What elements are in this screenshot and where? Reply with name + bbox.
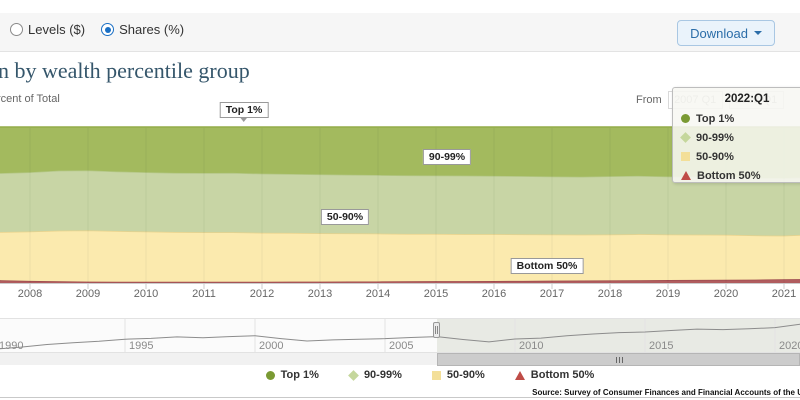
- navigator-scrollbar-thumb[interactable]: [437, 353, 800, 366]
- legend-item-90-99-[interactable]: 90-99%: [348, 369, 402, 381]
- source-note: Source: Survey of Consumer Finances and …: [532, 388, 800, 397]
- triangle-marker-icon: [514, 370, 525, 380]
- square-marker-icon: [681, 152, 690, 161]
- legend-item-top-1-[interactable]: Top 1%: [265, 369, 319, 381]
- tooltip-row: 90-99%37: [680, 128, 800, 147]
- radio-shares-label: Shares (%): [119, 22, 185, 37]
- y-axis-caption: rcent of Total: [0, 93, 60, 105]
- navigator-scrollbar-track[interactable]: [0, 352, 800, 366]
- tooltip-period: 2022:Q1: [724, 93, 770, 105]
- tooltip-series-name: Bottom 50%: [697, 169, 761, 182]
- navigator-year-label: 2015: [649, 340, 673, 352]
- chevron-down-icon: [754, 31, 762, 35]
- scrollbar-grip-icon: [616, 357, 623, 363]
- x-axis: 2008 2009 2010 2011 2012 2013 2014 2015 2016 2017…: [0, 288, 800, 302]
- area-band-top-1-[interactable]: [0, 127, 800, 179]
- navigator-left-handle[interactable]: [433, 322, 440, 338]
- navigator-year-label: 1995: [129, 340, 153, 352]
- x-axis-label: 2012: [249, 288, 275, 300]
- radio-levels[interactable]: Levels ($): [10, 22, 85, 37]
- tooltip-series-name: Top 1%: [696, 112, 735, 125]
- label-pointer: [240, 117, 248, 122]
- circle-marker-icon: [681, 114, 690, 123]
- tooltip-rows: Top 1%3190-99%3750-90%28Bottom 50%2: [680, 109, 800, 185]
- legend-label: 90-99%: [363, 369, 402, 381]
- legend-label: 50-90%: [446, 369, 485, 381]
- range-from-label: From: [636, 94, 662, 106]
- stacked-area-chart[interactable]: [0, 108, 800, 298]
- navigator-year-label: 1990: [0, 340, 23, 352]
- bottom-divider: [0, 397, 800, 398]
- x-axis-label: 2016: [481, 288, 507, 300]
- legend-label: Bottom 50%: [530, 369, 595, 381]
- band-label-50-90-: 50-90%: [320, 209, 370, 225]
- band-label-bottom-50-: Bottom 50%: [510, 258, 584, 274]
- radio-shares-circle[interactable]: [101, 23, 115, 36]
- navigator-chart[interactable]: 1990 1995 2000 2005 2010 2015 2020: [0, 318, 800, 352]
- navigator-year-label: 2000: [259, 340, 283, 352]
- x-axis-label: 2014: [365, 288, 391, 300]
- x-axis-label: 2017: [539, 288, 565, 300]
- area-band-90-99-[interactable]: [0, 170, 800, 236]
- tooltip-row: Top 1%31: [681, 109, 800, 128]
- radio-shares[interactable]: Shares (%): [101, 22, 184, 37]
- band-label-90-99-: 90-99%: [422, 149, 472, 165]
- toolbar: Levels ($) Shares (%) Download: [0, 13, 800, 52]
- area-band-50-90-[interactable]: [0, 230, 800, 282]
- triangle-marker-icon: [681, 171, 691, 180]
- download-button-label: Download: [690, 25, 748, 41]
- navigator-year-label: 2020: [779, 340, 800, 352]
- band-label-top-1-: Top 1%: [219, 102, 269, 122]
- legend-item-bottom-50-[interactable]: Bottom 50%: [514, 369, 595, 381]
- diamond-marker-icon: [680, 132, 691, 143]
- navigator-year-label: 2010: [519, 340, 543, 352]
- x-axis-label: 2019: [655, 288, 681, 300]
- x-axis-label: 2015: [423, 288, 449, 300]
- x-axis-label: 2020: [713, 288, 739, 300]
- diamond-marker-icon: [348, 369, 359, 381]
- legend: Top 1% 90-99% 50-90% Bottom 50%: [0, 369, 800, 381]
- radio-levels-label: Levels ($): [28, 22, 86, 37]
- legend-label: Top 1%: [280, 369, 319, 381]
- page-title: n by wealth percentile group: [0, 58, 250, 83]
- circle-marker-icon: [265, 370, 275, 380]
- tooltip-series-name: 50-90%: [696, 150, 734, 163]
- chart-tooltip: 2022:Q1 Top 1%3190-99%3750-90%28Bottom 5…: [672, 87, 800, 183]
- navigator-year-label: 2005: [389, 340, 413, 352]
- tooltip-series-name: 90-99%: [696, 131, 734, 144]
- x-axis-label: 2011: [192, 288, 216, 300]
- x-axis-label: 2013: [307, 288, 333, 300]
- radio-levels-circle[interactable]: [10, 23, 23, 36]
- navigator-series-line: [0, 323, 800, 350]
- legend-item-50-90-[interactable]: 50-90%: [431, 369, 485, 381]
- x-axis-label: 2008: [17, 288, 43, 300]
- x-axis-label: 2021: [771, 288, 797, 300]
- x-axis-label: 2018: [597, 288, 623, 300]
- tooltip-row: 50-90%28: [681, 147, 800, 166]
- navigator-selected-range[interactable]: [437, 318, 800, 353]
- tooltip-row: Bottom 50%2: [681, 166, 800, 185]
- display-mode-radio-group: Levels ($) Shares (%): [10, 22, 184, 37]
- x-axis-label: 2010: [133, 288, 159, 300]
- download-button[interactable]: Download: [677, 20, 775, 46]
- square-marker-icon: [431, 370, 441, 380]
- x-axis-label: 2009: [75, 288, 101, 300]
